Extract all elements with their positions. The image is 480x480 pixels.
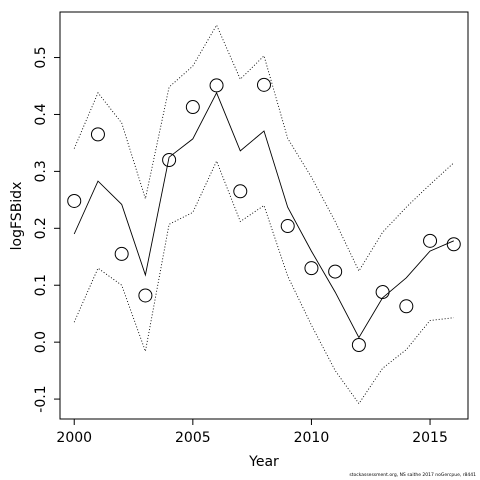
y-tick-label: 0.3 [33,160,49,182]
plot-frame [59,11,469,420]
x-axis: 2000 2005 2010 2015 [56,419,448,446]
footnote: stockassessment.org, NS saithe 2017 noGe… [349,473,476,478]
upper-bound-line [73,24,455,272]
y-tick-label: 0.1 [33,274,49,296]
observed-point [90,127,105,142]
y-tick-label: 0.5 [33,46,49,68]
observed-point [162,153,177,167]
observed-point [114,246,129,261]
observed-point [328,264,343,279]
y-axis: -0.1 0.0 0.1 0.2 0.3 0.4 0.5 [33,46,60,413]
observed-point [351,338,366,352]
x-axis-label: Year [248,454,279,470]
observed-point [280,219,295,234]
observed-point [399,299,414,314]
observed-point [446,237,461,252]
observed-point [67,193,82,208]
observed-point [423,233,438,248]
series-layer [67,24,461,405]
lower-bound-line [73,159,454,405]
observed-point [209,78,224,93]
observed-point [257,77,271,92]
y-tick-label: 0.0 [33,331,49,353]
observed-point [233,184,248,199]
x-tick-label: 2005 [175,430,211,446]
y-tick-label: -0.1 [33,385,49,412]
observed-point [185,100,200,115]
y-axis-label: logFSBidx [9,182,25,251]
x-tick-label: 2015 [412,430,448,446]
y-tick-label: 0.4 [33,103,49,125]
observed-point [375,285,390,300]
x-tick-label: 2010 [294,430,330,446]
observed-point [304,261,319,276]
x-tick-label: 2000 [56,430,92,446]
observed-point [138,288,153,303]
fitted-line [73,91,454,339]
y-tick-label: 0.2 [33,217,49,239]
